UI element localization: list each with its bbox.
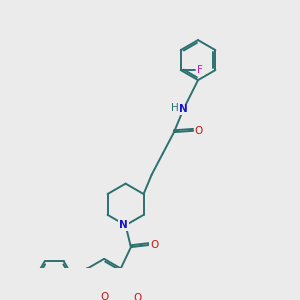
Text: H: H [171,103,179,113]
Text: O: O [150,240,158,250]
Text: N: N [119,220,128,230]
Text: F: F [197,65,203,75]
Text: O: O [100,292,108,300]
Text: N: N [179,104,188,114]
Text: O: O [194,126,203,136]
Text: O: O [134,292,142,300]
